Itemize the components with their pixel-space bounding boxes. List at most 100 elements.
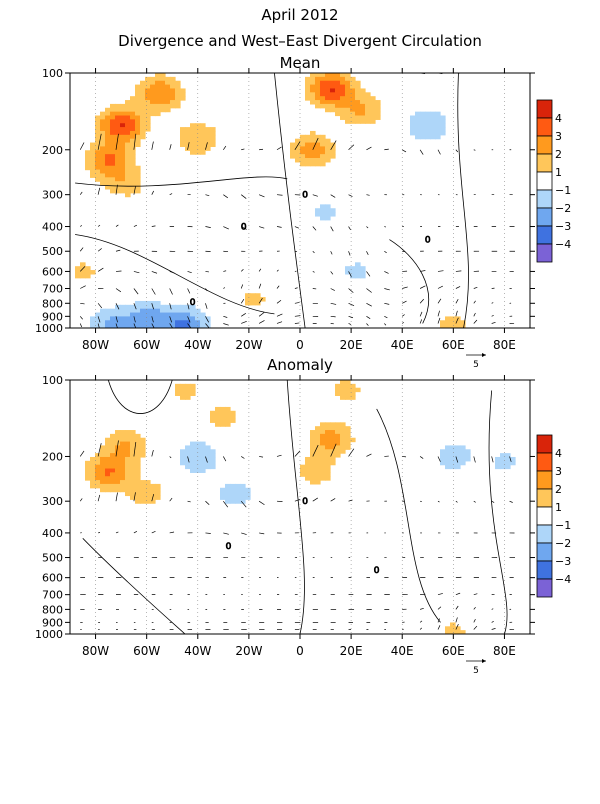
shade-cell	[180, 384, 186, 388]
shade-cell	[440, 119, 446, 123]
shade-cell	[190, 392, 196, 396]
shade-cell	[325, 100, 331, 104]
shade-cell	[135, 116, 141, 120]
shade-cell	[135, 495, 141, 499]
shade-cell	[110, 449, 116, 453]
wind-vector	[474, 320, 477, 324]
shade-cell	[190, 131, 196, 135]
shade-cell	[145, 499, 151, 503]
shade-cell	[330, 92, 336, 96]
shade-cell	[115, 123, 121, 127]
shade-cell	[255, 297, 261, 301]
shade-cell	[100, 469, 106, 473]
contour-label: 0	[302, 191, 308, 201]
wind-vector	[259, 312, 264, 316]
shade-cell	[230, 415, 236, 419]
shade-cell	[110, 313, 116, 317]
shade-cell	[185, 445, 191, 449]
shade-cell	[440, 320, 446, 324]
shade-cell	[330, 88, 336, 92]
shade-cell	[190, 143, 196, 147]
wind-vector	[366, 454, 371, 457]
colorbar-swatch	[537, 525, 552, 543]
wind-vector	[295, 227, 299, 229]
shade-cell	[230, 495, 236, 499]
shade-cell	[120, 154, 126, 158]
shade-cell	[440, 131, 446, 135]
shade-cell	[125, 104, 131, 108]
shade-cell	[145, 480, 151, 484]
shade-cell	[125, 189, 131, 193]
wind-vector	[456, 311, 458, 317]
shade-cell	[310, 476, 316, 480]
shade-cell	[320, 158, 326, 162]
shade-cell	[105, 449, 111, 453]
y-tick-label: 600	[42, 265, 63, 278]
shade-cell	[340, 426, 346, 430]
shade-cell	[90, 480, 96, 484]
shade-cell	[210, 418, 216, 422]
shade-cell	[135, 449, 141, 453]
wind-vector	[384, 149, 388, 150]
wind-vector	[223, 533, 228, 534]
shade-cell	[430, 131, 436, 135]
shade-cell	[145, 92, 151, 96]
shade-cell	[325, 434, 331, 438]
shade-cell	[300, 465, 306, 469]
shade-cell	[155, 313, 161, 317]
shade-cell	[210, 135, 216, 139]
shade-cell	[155, 316, 161, 320]
shade-cell	[180, 316, 186, 320]
shade-cell	[305, 92, 311, 96]
shade-cell	[180, 96, 186, 100]
wind-vector	[98, 532, 100, 533]
shade-cell	[120, 484, 126, 488]
shade-cell	[105, 457, 111, 461]
shade-cell	[125, 492, 131, 496]
shade-cell	[110, 127, 116, 131]
shade-cell	[145, 81, 151, 85]
shade-cell	[85, 472, 91, 476]
wind-vector	[188, 69, 190, 73]
shade-cell	[320, 88, 326, 92]
shade-cell	[495, 461, 501, 465]
shade-cell	[105, 472, 111, 476]
shade-cell	[290, 150, 296, 154]
shade-cell	[305, 96, 311, 100]
shade-cell	[105, 150, 111, 154]
wind-vector	[366, 67, 371, 73]
shade-cell	[315, 208, 321, 212]
shade-cell	[320, 461, 326, 465]
shade-cell	[200, 313, 206, 317]
wind-vector	[259, 227, 264, 229]
shade-cell	[135, 453, 141, 457]
shade-cell	[90, 170, 96, 174]
shade-cell	[310, 442, 316, 446]
shade-cell	[200, 457, 206, 461]
shade-cell	[155, 73, 161, 77]
x-tick-label: 40E	[391, 644, 414, 658]
shade-cell	[190, 316, 196, 320]
shade-cell	[425, 123, 431, 127]
shade-cell	[205, 135, 211, 139]
shade-cell	[210, 465, 216, 469]
wind-vector	[456, 593, 460, 595]
shade-cell	[325, 96, 331, 100]
shade-cell	[445, 316, 451, 320]
wind-vector	[456, 271, 461, 272]
shade-cell	[335, 104, 341, 108]
shade-cell	[345, 104, 351, 108]
shade-cell	[465, 453, 471, 457]
shade-cell	[345, 88, 351, 92]
x-tick-label: 80E	[493, 644, 516, 658]
shade-cell	[140, 92, 146, 96]
shade-cell	[100, 177, 106, 181]
wind-vector	[366, 323, 368, 325]
shade-cell	[345, 430, 351, 434]
shade-cell	[160, 81, 166, 85]
shade-cell	[335, 434, 341, 438]
shade-cell	[140, 119, 146, 123]
shade-cell	[115, 131, 121, 135]
y-tick-label: 100	[42, 67, 63, 80]
shade-cell	[100, 158, 106, 162]
